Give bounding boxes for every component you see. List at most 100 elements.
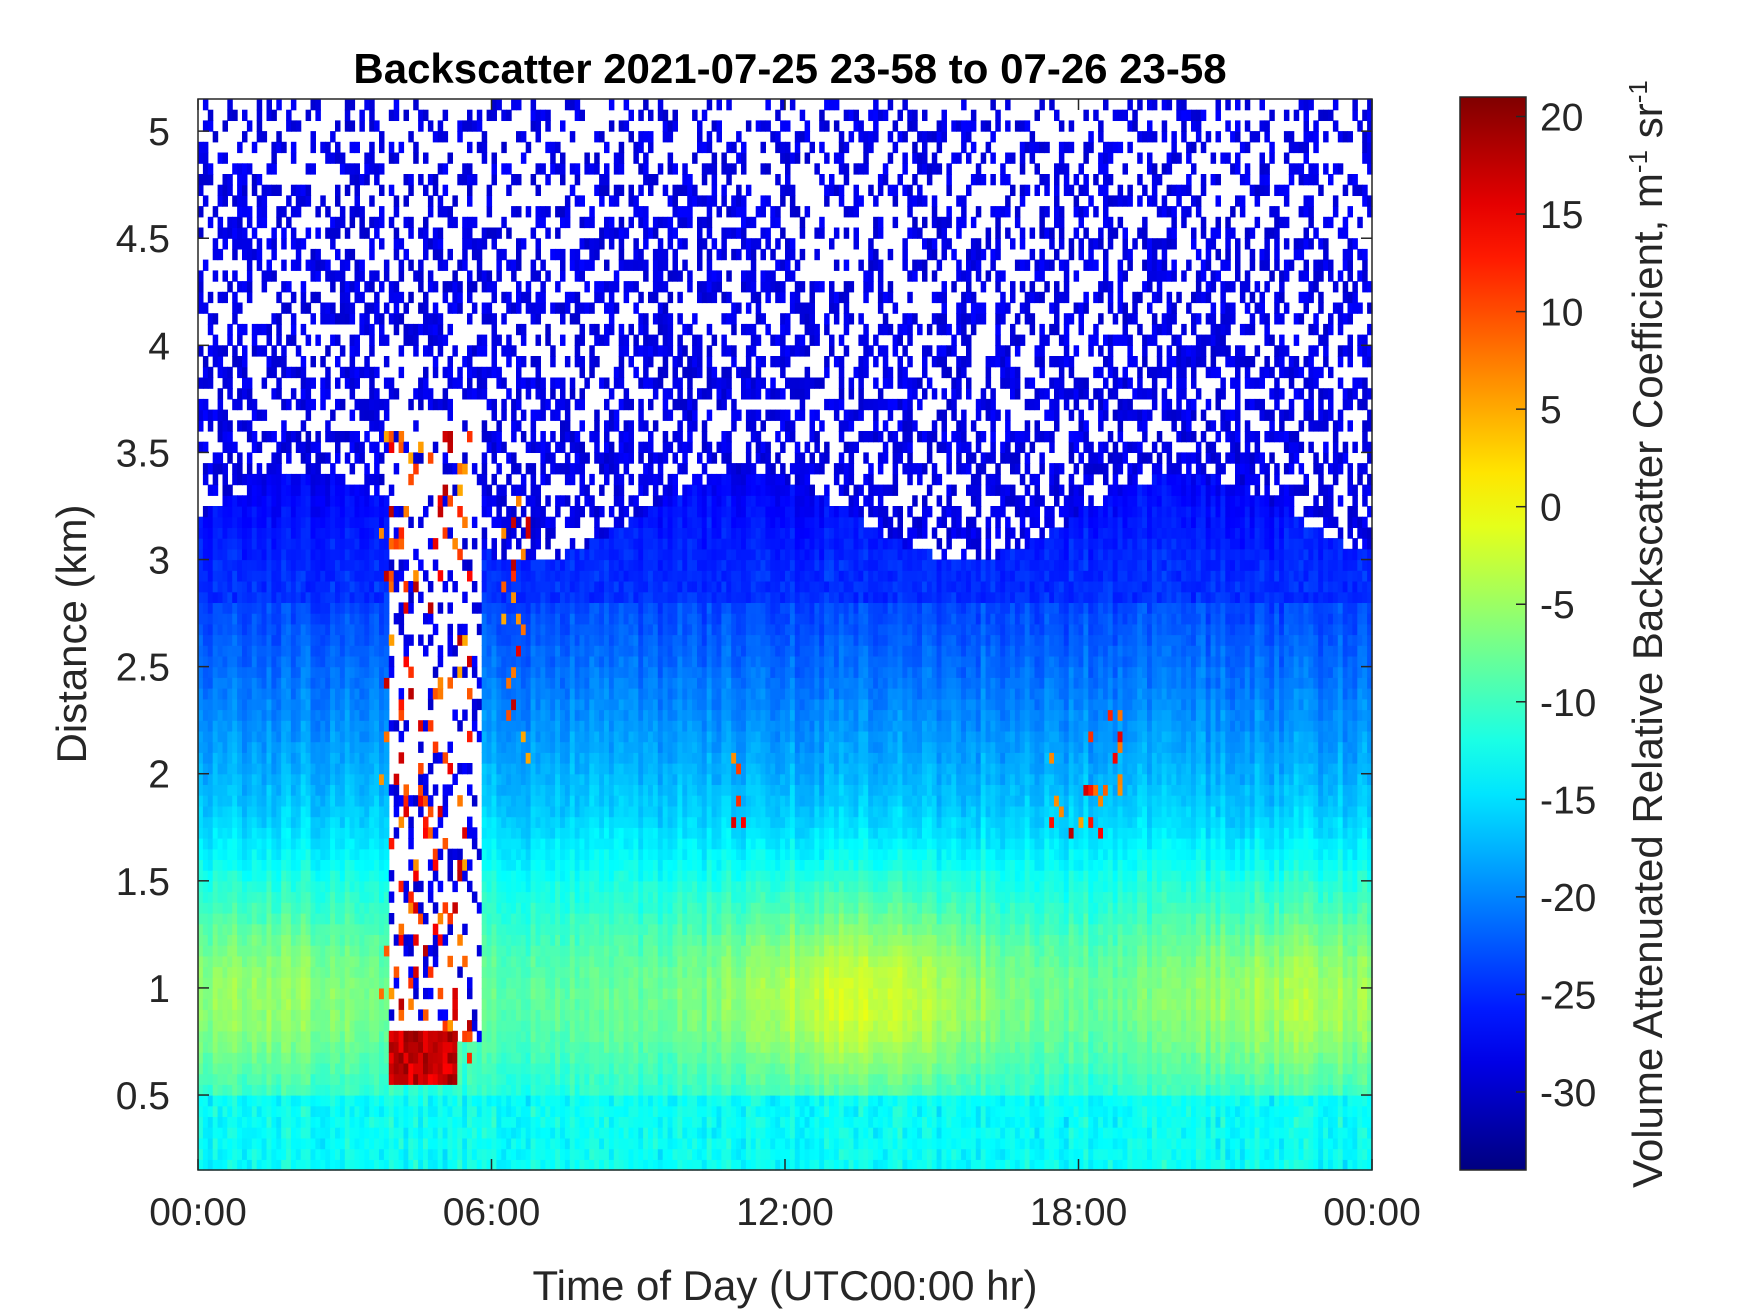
heatmap-cell [520, 1116, 527, 1128]
heatmap-cell [256, 345, 263, 357]
heatmap-cell [320, 1052, 326, 1064]
heatmap-cell [379, 709, 385, 721]
heatmap-cell [379, 591, 385, 604]
heatmap-cell [447, 1137, 453, 1150]
heatmap-cell [481, 634, 488, 646]
heatmap-cell [447, 848, 453, 861]
heatmap-cell [467, 1041, 473, 1053]
heatmap-cell [442, 838, 449, 850]
heatmap-cell [330, 559, 336, 571]
heatmap-cell [242, 987, 248, 1000]
heatmap-cell [525, 795, 532, 807]
heatmap-cell [535, 688, 541, 700]
heatmap-cell [540, 677, 546, 689]
heatmap-cell [462, 591, 468, 604]
heatmap-cell [198, 141, 204, 154]
heatmap-cell [506, 1127, 512, 1139]
heatmap-cell [359, 923, 365, 936]
heatmap-cell [335, 1127, 341, 1139]
heatmap-cell [246, 934, 253, 946]
heatmap-cell [222, 709, 228, 721]
heatmap-cell [237, 538, 243, 550]
heatmap-cell [276, 913, 282, 925]
heatmap-cell [364, 763, 370, 775]
heatmap-cell [520, 1127, 527, 1139]
heatmap-cell [207, 698, 214, 711]
heatmap-cell [330, 527, 336, 539]
heatmap-cell [413, 1148, 419, 1160]
heatmap-cell [545, 1009, 551, 1021]
heatmap-cell [457, 623, 463, 636]
heatmap-cell [506, 891, 512, 903]
heatmap-cell [305, 1084, 312, 1096]
heatmap-cell [251, 977, 258, 989]
heatmap-cell [276, 581, 282, 593]
heatmap-cell [295, 184, 302, 197]
heatmap-cell [237, 1095, 243, 1107]
heatmap-cell [447, 377, 453, 389]
heatmap-cell [535, 1030, 541, 1043]
heatmap-cell [320, 709, 326, 721]
heatmap-cell [511, 345, 517, 357]
heatmap-cell [442, 431, 449, 443]
heatmap-cell [496, 987, 502, 1000]
heatmap-cell [212, 880, 219, 893]
heatmap-cell [530, 527, 537, 539]
heatmap-cell [388, 216, 395, 229]
heatmap-cell [486, 891, 493, 903]
heatmap-cell [325, 773, 331, 786]
heatmap-cell [300, 581, 307, 593]
heatmap-cell [398, 709, 405, 721]
heatmap-cell [535, 302, 541, 314]
heatmap-cell [516, 634, 522, 646]
heatmap-cell [364, 602, 370, 614]
heatmap-cell [202, 859, 209, 871]
heatmap-cell [374, 591, 380, 604]
heatmap-cell [300, 784, 307, 796]
heatmap-cell [212, 463, 219, 475]
heatmap-cell [281, 602, 287, 614]
heatmap-cell [471, 1073, 478, 1085]
heatmap-cell [242, 848, 248, 861]
heatmap-cell [266, 334, 272, 346]
heatmap-cell [383, 698, 390, 711]
heatmap-cell [491, 1116, 497, 1128]
heatmap-cell [496, 623, 502, 636]
heatmap-cell [198, 977, 204, 989]
heatmap-cell [261, 484, 268, 496]
heatmap-cell [325, 1148, 331, 1160]
heatmap-cell [501, 409, 507, 421]
heatmap-cell [545, 827, 551, 839]
heatmap-cell [530, 827, 537, 839]
heatmap-cell [286, 1084, 292, 1096]
heatmap-cell [486, 870, 493, 882]
heatmap-cell [222, 730, 228, 743]
heatmap-cell [511, 1137, 517, 1150]
heatmap-cell [374, 848, 380, 861]
heatmap-cell [379, 827, 385, 839]
heatmap-cell [271, 1127, 277, 1139]
heatmap-cell [349, 559, 356, 571]
heatmap-cell [227, 688, 233, 700]
heatmap-cell [403, 506, 409, 518]
heatmap-cell [227, 559, 233, 571]
heatmap-cell [281, 1062, 287, 1075]
heatmap-cell [286, 1009, 292, 1021]
heatmap-cell [491, 666, 497, 678]
heatmap-cell [481, 784, 488, 796]
heatmap-cell [491, 655, 497, 668]
heatmap-cell [261, 1073, 268, 1085]
heatmap-cell [379, 955, 385, 968]
heatmap-cell [261, 602, 268, 614]
heatmap-cell [281, 763, 287, 775]
heatmap-cell [320, 623, 326, 636]
heatmap-cell [467, 1105, 473, 1118]
heatmap-cell [315, 870, 321, 882]
heatmap-cell [481, 591, 488, 604]
heatmap-cell [227, 795, 233, 807]
heatmap-cell [222, 763, 228, 775]
heatmap-cell [290, 1159, 297, 1171]
heatmap-cell [388, 1159, 395, 1171]
heatmap-cell [388, 655, 395, 668]
heatmap-cell [481, 377, 488, 389]
